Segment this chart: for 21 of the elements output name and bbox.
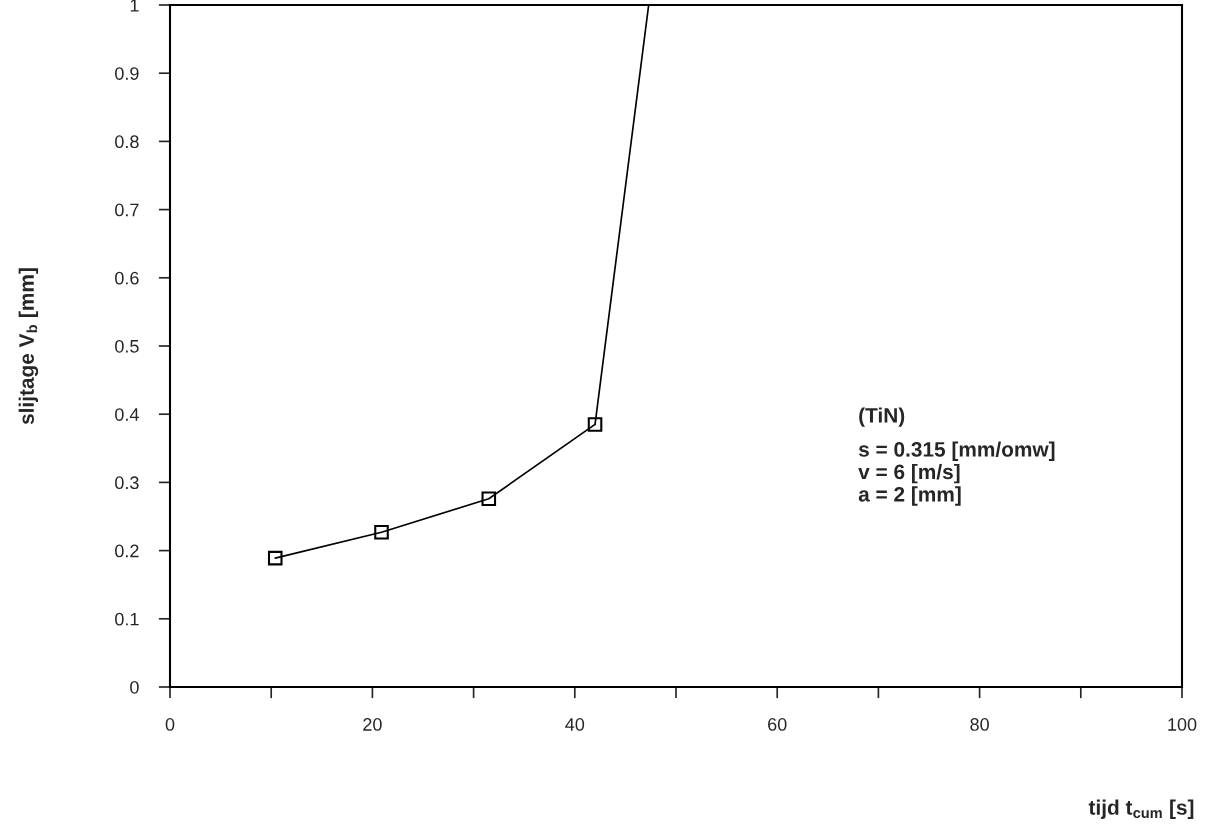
y-tick-label: 0.7 bbox=[115, 203, 139, 217]
annotation: (TiN) bbox=[859, 407, 905, 427]
x-tick-label: 40 bbox=[565, 718, 585, 731]
x-tick-label: 80 bbox=[970, 718, 989, 731]
y-tick-label: 0.5 bbox=[115, 339, 139, 353]
y-axis-title: slijtage V$_{b}$ [mm] bbox=[18, 268, 39, 425]
y-tick-label: 0.4 bbox=[115, 408, 139, 421]
y-tick-label: 0.8 bbox=[115, 135, 139, 149]
annotation: s = 0.315 [mm/omw] v = 6 [m/s] a = 2 [mm] bbox=[858, 441, 1055, 506]
x-tick-label: 100 bbox=[1168, 718, 1197, 731]
y-tick-label: 0.1 bbox=[115, 612, 139, 626]
y-tick-label: 0 bbox=[130, 680, 139, 694]
x-tick-label: 60 bbox=[768, 718, 787, 731]
y-tick-label: 0.3 bbox=[115, 476, 139, 490]
y-tick-label: 0.6 bbox=[115, 271, 139, 285]
y-tick-label: 0.2 bbox=[115, 544, 139, 558]
x-axis-title: tijd t$_{cum}$ [s] bbox=[1088, 799, 1194, 819]
y-tick-label: 0.9 bbox=[115, 67, 139, 80]
x-tick-label: 20 bbox=[363, 718, 382, 731]
y-tick-label: 1 bbox=[130, 0, 139, 12]
x-tick-label: 0 bbox=[165, 718, 175, 731]
